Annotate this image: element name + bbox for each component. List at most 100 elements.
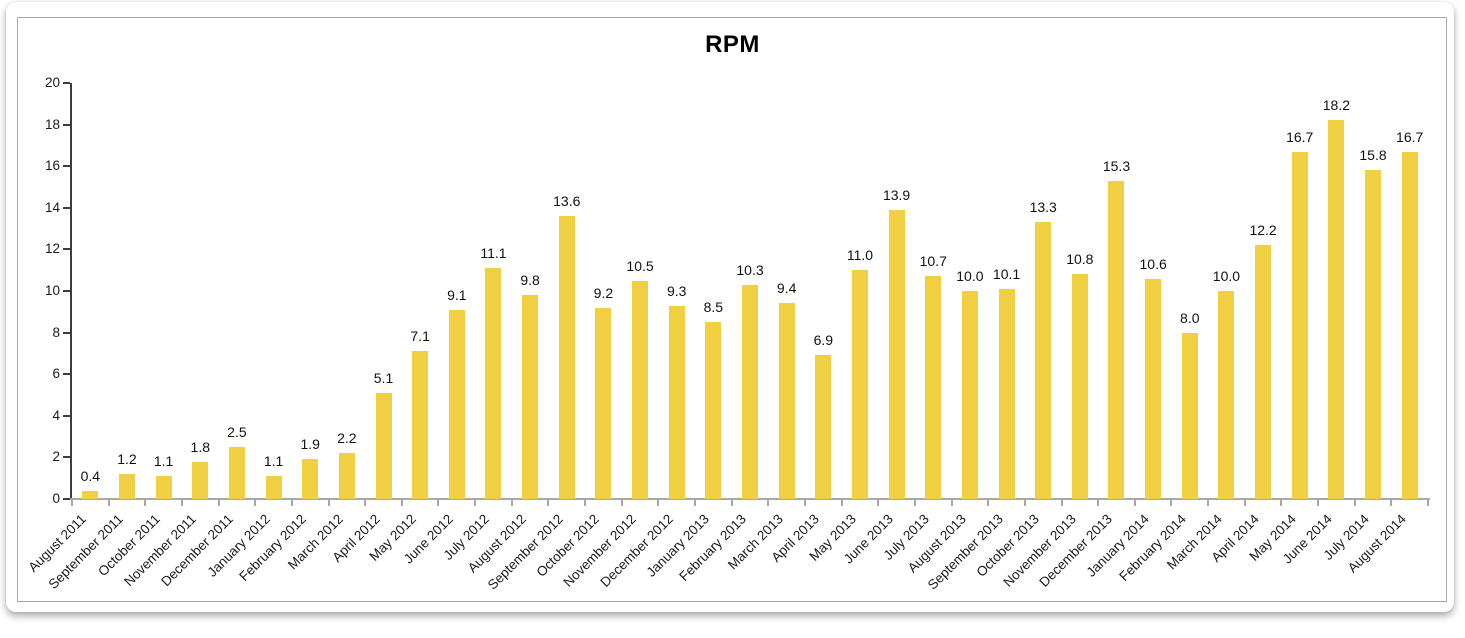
y-axis-tick-label: 6 bbox=[52, 366, 60, 382]
x-axis-tick bbox=[1390, 500, 1393, 506]
x-axis-tick bbox=[1243, 500, 1246, 506]
bar-value-label: 10.6 bbox=[1139, 255, 1167, 272]
y-axis-tick bbox=[63, 82, 70, 84]
y-axis-tick bbox=[63, 165, 70, 168]
bar-value-label: 8.5 bbox=[703, 299, 724, 316]
y-axis-tick-label: 8 bbox=[52, 324, 60, 340]
y-axis-tick-label: 0 bbox=[52, 491, 60, 506]
bar bbox=[558, 216, 575, 499]
x-axis-tick bbox=[950, 500, 953, 506]
bar-value-label: 1.9 bbox=[300, 436, 320, 453]
x-axis-tick bbox=[620, 500, 623, 506]
bar bbox=[82, 490, 99, 499]
bar bbox=[595, 307, 612, 499]
y-axis-tick bbox=[63, 248, 70, 251]
bar bbox=[1401, 151, 1418, 499]
bar-value-label: 10.7 bbox=[919, 253, 947, 270]
bar bbox=[1035, 222, 1052, 499]
x-axis-tick bbox=[180, 500, 183, 506]
chart-title: RPM bbox=[705, 31, 760, 58]
x-axis-tick bbox=[730, 500, 733, 506]
y-axis-tick bbox=[63, 290, 70, 292]
bar-value-label: 10.5 bbox=[626, 257, 654, 274]
x-axis-tick bbox=[144, 500, 147, 506]
x-axis-tick bbox=[1280, 500, 1283, 506]
bar-value-label: 11.0 bbox=[846, 247, 874, 264]
bar-value-label: 1.8 bbox=[190, 438, 210, 455]
bar bbox=[1108, 180, 1125, 499]
y-axis-tick bbox=[63, 498, 70, 500]
x-axis-tick bbox=[913, 500, 916, 506]
x-axis-line bbox=[70, 498, 1430, 500]
bar-value-label: 8.0 bbox=[1180, 309, 1200, 326]
bar bbox=[485, 268, 502, 499]
bar bbox=[1255, 245, 1272, 499]
x-axis-tick bbox=[71, 500, 73, 506]
x-axis-tick bbox=[1353, 500, 1356, 506]
y-axis-tick bbox=[63, 123, 70, 126]
bar bbox=[522, 295, 539, 499]
x-axis-tick bbox=[1023, 500, 1026, 506]
x-axis-tick bbox=[657, 500, 660, 506]
y-axis-tick-label: 10 bbox=[44, 283, 60, 298]
bar-value-label: 12.2 bbox=[1249, 222, 1277, 239]
bar-value-label: 10.8 bbox=[1066, 251, 1094, 268]
bar bbox=[1218, 291, 1235, 499]
bar-value-label: 9.8 bbox=[520, 272, 540, 289]
x-axis-tick bbox=[877, 500, 880, 506]
bar bbox=[375, 392, 392, 499]
x-axis-tick bbox=[290, 500, 293, 506]
x-axis-tick bbox=[987, 500, 990, 506]
bar-value-label: 13.3 bbox=[1029, 199, 1057, 216]
bar bbox=[668, 305, 685, 499]
y-axis-tick bbox=[63, 206, 70, 209]
bar-value-label: 1.2 bbox=[117, 451, 137, 468]
bar-value-label: 2.5 bbox=[227, 424, 247, 440]
bar-value-label: 13.6 bbox=[553, 193, 581, 210]
bar bbox=[1328, 120, 1345, 499]
bar-value-label: 1.1 bbox=[263, 453, 284, 470]
y-axis-tick bbox=[63, 331, 70, 334]
bar-value-label: 9.4 bbox=[776, 280, 797, 297]
bar bbox=[742, 284, 758, 499]
bar bbox=[851, 270, 868, 499]
bar-value-label: 9.3 bbox=[666, 282, 687, 299]
x-axis-tick bbox=[1060, 500, 1063, 506]
y-axis-tick-label: 18 bbox=[44, 116, 60, 132]
x-axis-tick bbox=[547, 500, 550, 506]
bar bbox=[192, 461, 209, 499]
y-axis-line bbox=[70, 83, 72, 500]
bar-value-label: 9.1 bbox=[447, 286, 467, 303]
x-axis-tick bbox=[327, 500, 330, 506]
bar-value-label: 5.1 bbox=[373, 369, 394, 386]
x-axis-tick bbox=[584, 500, 587, 506]
bar bbox=[925, 276, 942, 499]
x-axis-tick bbox=[437, 500, 440, 506]
x-axis-tick bbox=[1097, 500, 1100, 506]
bar bbox=[412, 351, 429, 499]
bar bbox=[998, 288, 1015, 499]
bar bbox=[338, 453, 355, 499]
x-axis-tick bbox=[107, 500, 110, 506]
bar-value-label: 15.8 bbox=[1359, 147, 1387, 164]
x-axis-tick bbox=[1427, 500, 1429, 506]
bar bbox=[1071, 274, 1088, 499]
x-axis-tick bbox=[474, 500, 477, 506]
x-axis-tick bbox=[694, 500, 697, 506]
bar bbox=[888, 209, 905, 499]
y-axis-tick-label: 14 bbox=[44, 199, 60, 215]
x-axis-tick bbox=[1133, 500, 1136, 506]
bar-value-label: 10.1 bbox=[992, 265, 1021, 282]
y-axis-tick bbox=[63, 456, 70, 459]
bar-value-label: 16.7 bbox=[1286, 128, 1314, 145]
bar bbox=[228, 447, 245, 499]
y-axis-tick-label: 16 bbox=[44, 158, 60, 174]
bar bbox=[815, 355, 832, 499]
x-axis-tick bbox=[254, 500, 257, 506]
bar bbox=[1145, 278, 1162, 499]
x-axis-tick bbox=[803, 500, 806, 506]
x-axis-tick bbox=[767, 500, 770, 506]
bar-value-label: 1.1 bbox=[153, 453, 174, 470]
bar bbox=[961, 291, 978, 499]
